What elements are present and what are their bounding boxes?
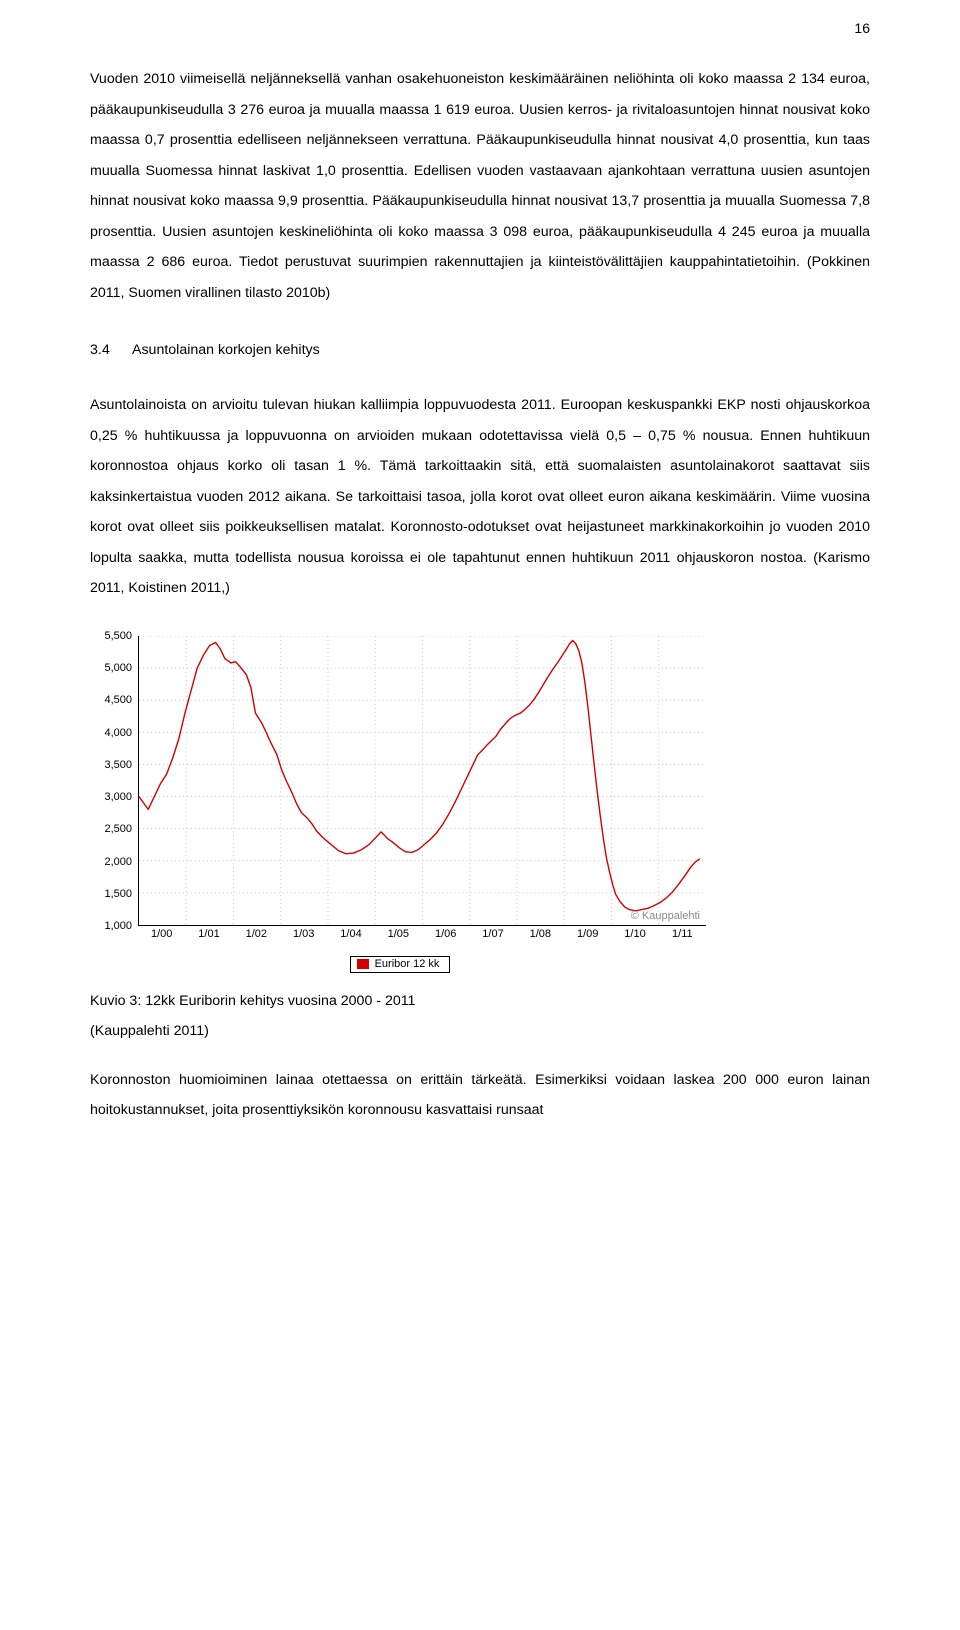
y-tick-label: 1,000 <box>104 920 132 932</box>
y-tick-label: 4,000 <box>104 727 132 739</box>
section-heading: 3.4Asuntolainan korkojen kehitys <box>90 336 870 366</box>
x-tick-label: 1/06 <box>435 928 456 940</box>
y-tick-label: 2,500 <box>104 823 132 835</box>
paragraph-1: Vuoden 2010 viimeisellä neljänneksellä v… <box>90 64 870 308</box>
y-tick-label: 5,000 <box>104 662 132 674</box>
chart-watermark: © Kauppalehti <box>631 910 700 922</box>
x-tick-label: 1/04 <box>340 928 361 940</box>
y-tick-label: 3,000 <box>104 791 132 803</box>
x-tick-label: 1/08 <box>530 928 551 940</box>
chart-y-axis: 5,500 5,000 4,500 4,000 3,500 3,000 2,500 2,000… <box>90 632 136 926</box>
x-tick-label: 1/01 <box>198 928 219 940</box>
x-tick-label: 1/02 <box>246 928 267 940</box>
legend-label: Euribor 12 kk <box>375 958 440 970</box>
y-tick-label: 5,500 <box>104 630 132 642</box>
chart-area: 5,500 5,000 4,500 4,000 3,500 3,000 2,500 2,000… <box>90 632 710 952</box>
x-tick-label: 1/09 <box>577 928 598 940</box>
paragraph-2: Asuntolainoista on arvioitu tulevan hiuk… <box>90 390 870 604</box>
caption-line-1: Kuvio 3: 12kk Euriborin kehitys vuosina … <box>90 987 870 1017</box>
chart-x-axis: 1/00 1/01 1/02 1/03 1/04 1/05 1/06 1/07 1/08 1/09… <box>138 928 706 944</box>
section-title: Asuntolainan korkojen kehitys <box>132 342 320 358</box>
chart-legend: Euribor 12 kk <box>90 954 710 973</box>
y-tick-label: 2,000 <box>104 856 132 868</box>
y-tick-label: 3,500 <box>104 759 132 771</box>
x-tick-label: 1/03 <box>293 928 314 940</box>
x-tick-label: 1/10 <box>624 928 645 940</box>
section-number: 3.4 <box>90 336 132 366</box>
x-tick-label: 1/00 <box>151 928 172 940</box>
x-tick-label: 1/11 <box>672 928 693 940</box>
legend-swatch <box>357 959 369 969</box>
chart-caption: Kuvio 3: 12kk Euriborin kehitys vuosina … <box>90 987 870 1047</box>
legend-box: Euribor 12 kk <box>350 956 451 973</box>
y-tick-label: 1,500 <box>104 888 132 900</box>
x-tick-label: 1/05 <box>388 928 409 940</box>
chart-plot <box>138 636 706 926</box>
document-page: 16 Vuoden 2010 viimeisellä neljänneksell… <box>0 0 960 1166</box>
paragraph-3: Koronnoston huomioiminen lainaa otettaes… <box>90 1065 870 1126</box>
euribor-chart: 5,500 5,000 4,500 4,000 3,500 3,000 2,500 2,000… <box>90 632 710 973</box>
caption-line-2: (Kauppalehti 2011) <box>90 1017 870 1047</box>
y-tick-label: 4,500 <box>104 694 132 706</box>
x-tick-label: 1/07 <box>482 928 503 940</box>
page-number: 16 <box>854 20 870 36</box>
